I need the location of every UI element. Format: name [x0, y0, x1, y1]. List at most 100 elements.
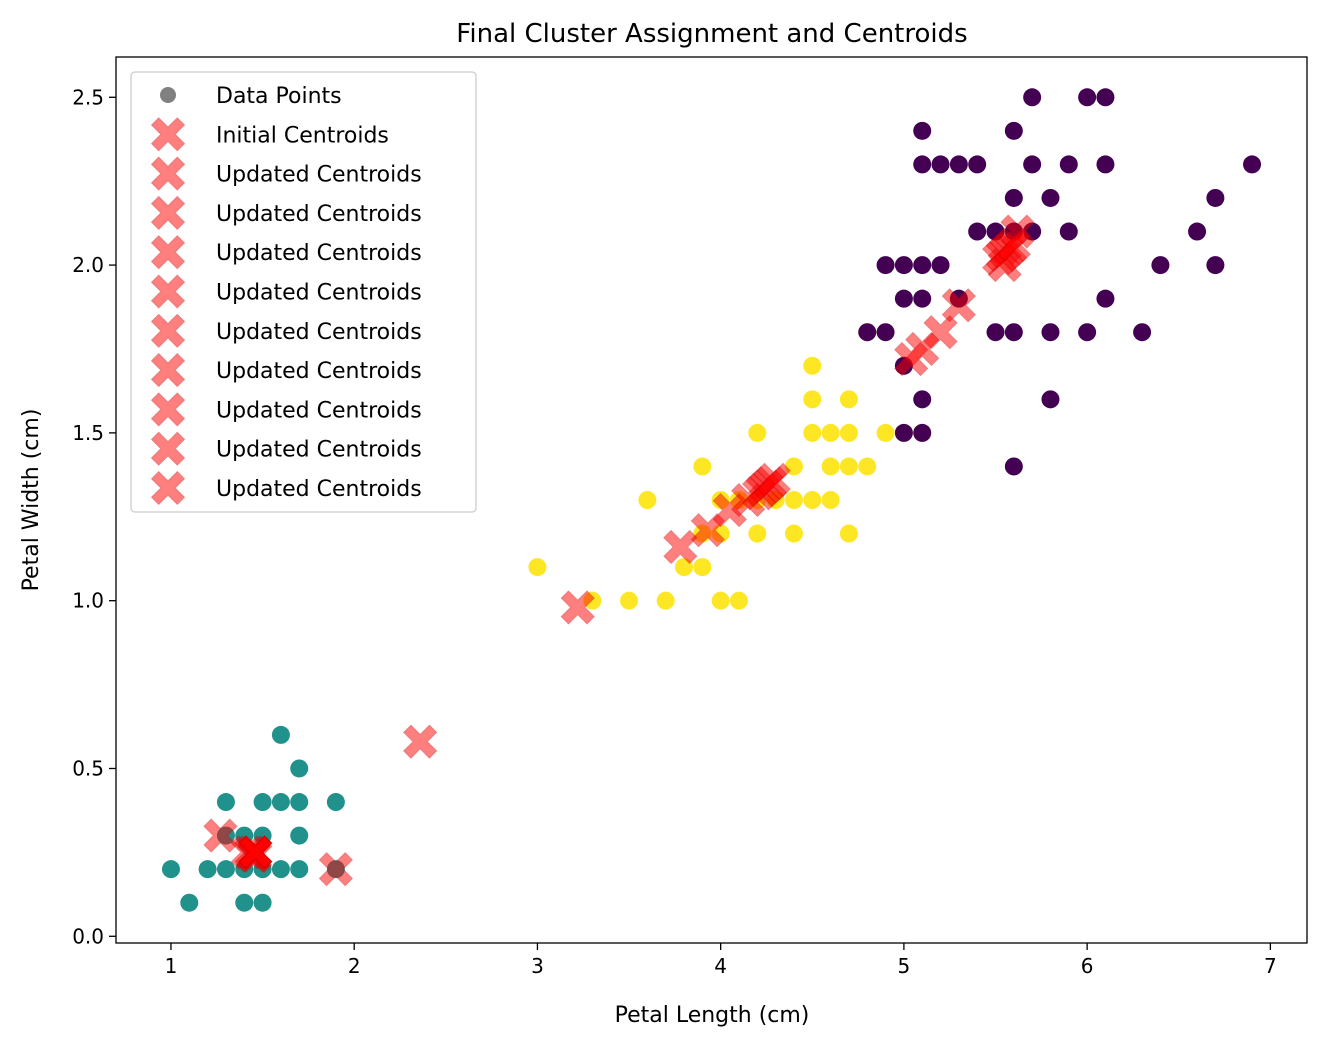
- data-point: [1206, 256, 1225, 275]
- legend-marker-data-points: [160, 87, 176, 103]
- updated-centroid-marker: [663, 529, 698, 565]
- initial-centroid-marker: [403, 724, 438, 759]
- data-point: [913, 390, 932, 409]
- y-tick-label: 0.5: [72, 756, 104, 780]
- data-point: [784, 524, 803, 543]
- x-tick-label: 3: [531, 954, 544, 978]
- data-point: [931, 155, 950, 174]
- y-tick-label: 2.5: [72, 85, 104, 109]
- data-point: [1078, 323, 1097, 342]
- data-point: [894, 289, 913, 308]
- data-point: [1041, 188, 1060, 207]
- y-tick-label: 1.5: [72, 421, 104, 445]
- x-axis-label: Petal Length (cm): [615, 1003, 810, 1028]
- legend-label: Updated Centroids: [216, 320, 422, 345]
- data-point: [876, 323, 895, 342]
- data-point: [876, 423, 895, 442]
- data-point: [858, 457, 877, 476]
- data-point: [290, 759, 309, 778]
- data-point: [1041, 323, 1060, 342]
- data-point: [235, 893, 254, 912]
- data-point: [839, 423, 858, 442]
- data-point: [839, 524, 858, 543]
- centroids-layer: [203, 214, 1035, 887]
- legend-marker-centroid: [150, 313, 186, 348]
- data-point: [913, 423, 932, 442]
- legend-label: Updated Centroids: [216, 241, 422, 266]
- data-point: [949, 155, 968, 174]
- legend-label: Updated Centroids: [216, 438, 422, 463]
- data-point: [913, 256, 932, 275]
- data-point: [1206, 188, 1225, 207]
- data-point: [216, 860, 235, 879]
- legend-marker-centroid: [150, 156, 186, 191]
- legend-marker-centroid: [150, 431, 186, 466]
- data-point: [271, 860, 290, 879]
- data-point: [729, 591, 748, 610]
- data-point: [894, 256, 913, 275]
- data-point: [253, 793, 272, 812]
- data-point: [821, 457, 840, 476]
- data-point: [894, 423, 913, 442]
- data-point: [638, 491, 657, 509]
- x-tick-label: 1: [165, 954, 178, 978]
- data-point: [1078, 88, 1097, 107]
- updated-centroid-marker: [941, 288, 976, 323]
- data-point: [913, 289, 932, 308]
- data-point: [1004, 121, 1023, 140]
- legend-label: Updated Centroids: [216, 163, 422, 188]
- legend-marker-centroid: [150, 392, 186, 427]
- y-tick-label: 0.0: [72, 924, 104, 948]
- legend-label: Updated Centroids: [216, 398, 422, 423]
- data-point: [803, 356, 822, 375]
- data-point: [1023, 155, 1042, 174]
- data-point: [528, 558, 547, 577]
- legend-box: [130, 71, 477, 513]
- data-point: [931, 256, 950, 275]
- data-point: [913, 155, 932, 174]
- data-point: [290, 793, 309, 812]
- data-point: [748, 423, 767, 442]
- data-point: [656, 591, 675, 610]
- data-point: [913, 121, 932, 140]
- data-point: [290, 860, 309, 879]
- legend-label: Updated Centroids: [216, 359, 422, 384]
- legend-label: Data Points: [216, 84, 342, 109]
- data-point: [803, 390, 822, 409]
- updated-centroid-marker: [996, 227, 1031, 262]
- data-point: [161, 860, 180, 879]
- data-point: [180, 893, 199, 912]
- x-tick-label: 7: [1264, 954, 1277, 978]
- legend-marker-centroid: [150, 117, 186, 152]
- data-point: [748, 524, 767, 543]
- data-point: [1023, 88, 1042, 107]
- data-point: [693, 558, 712, 577]
- data-point: [1096, 88, 1115, 107]
- x-tick-label: 6: [1081, 954, 1094, 978]
- data-point: [858, 323, 877, 342]
- data-point: [290, 826, 309, 845]
- data-point: [253, 893, 272, 912]
- data-point: [803, 491, 822, 509]
- updated-centroid-marker: [560, 590, 595, 625]
- data-point: [1133, 323, 1152, 342]
- data-point: [693, 457, 712, 476]
- legend-marker-centroid: [150, 470, 186, 506]
- x-tick-label: 5: [898, 954, 911, 978]
- data-point: [1041, 390, 1060, 409]
- x-tick-label: 4: [714, 954, 727, 978]
- updated-centroid-marker: [712, 493, 747, 528]
- data-point: [1004, 188, 1023, 207]
- legend-marker-centroid: [150, 274, 186, 309]
- data-point: [1243, 155, 1262, 174]
- data-point: [821, 423, 840, 442]
- data-point: [1059, 222, 1078, 241]
- data-point: [839, 457, 858, 476]
- data-point: [1059, 155, 1078, 174]
- x-tick-label: 2: [348, 954, 361, 978]
- y-tick-label: 1.0: [72, 589, 104, 613]
- legend-marker-centroid: [150, 235, 186, 270]
- data-point: [711, 591, 730, 610]
- legend-label: Updated Centroids: [216, 477, 422, 502]
- legend-label: Updated Centroids: [216, 202, 422, 227]
